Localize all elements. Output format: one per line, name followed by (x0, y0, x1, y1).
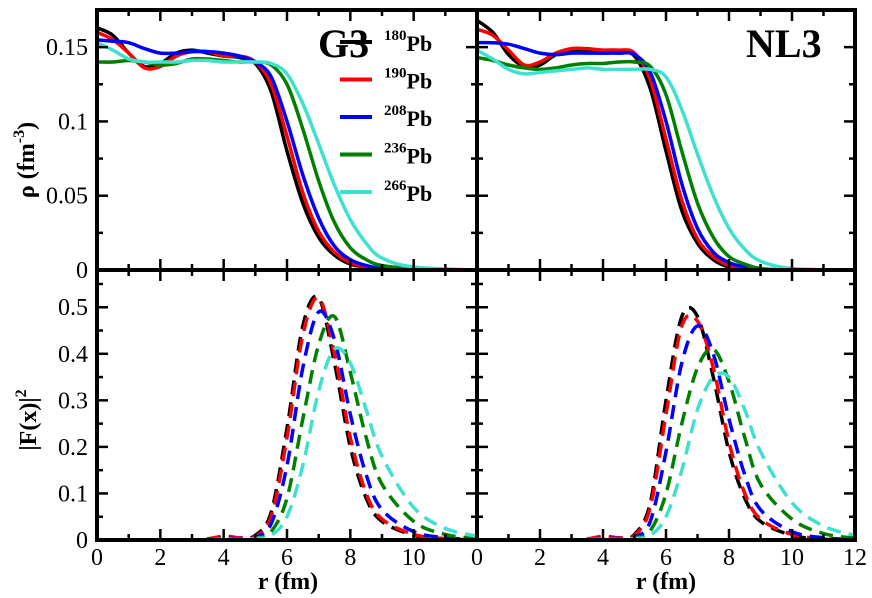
legend-label-208Pb: 208Pb (384, 103, 432, 131)
y-tick-label: 0.4 (58, 342, 88, 368)
series-line-236Pb (476, 347, 856, 542)
x-tick-label: 12 (843, 545, 867, 571)
x-axis-label-left: r (fm) (258, 569, 318, 595)
y-tick-label: 0.05 (46, 184, 88, 210)
legend-label-180Pb: 180Pb (384, 28, 432, 56)
y-axis-label-formfactor-main: |F(x)| (16, 397, 42, 450)
x-tick-label: 8 (723, 545, 735, 571)
legend-label-190Pb: 190Pb (384, 66, 432, 94)
y-axis-label-density-end: ) (14, 122, 40, 130)
panel-title-nl3: NL3 (746, 21, 822, 66)
x-tick-label: 4 (218, 545, 230, 571)
legend-label-236Pb: 236Pb (384, 141, 432, 169)
x-tick-label: 2 (534, 545, 546, 571)
y-axis-label-density-main: ρ (fm (14, 143, 40, 198)
y-tick-label: 0.3 (58, 388, 88, 414)
x-tick-label: 6 (660, 545, 672, 571)
y-axis-label-formfactor: |F(x)|2 (13, 389, 42, 450)
y-tick-label: 0.1 (58, 481, 88, 507)
series-line-266Pb (476, 48, 856, 272)
x-tick-label: 8 (344, 545, 356, 571)
x-tick-label: 0 (91, 545, 103, 571)
x-axis-label-right: r (fm) (636, 569, 696, 595)
y-tick-label: 0.15 (46, 35, 88, 61)
y-tick-label: 0 (76, 258, 88, 284)
legend-label-266Pb: 266Pb (384, 178, 432, 206)
x-tick-label: 2 (154, 545, 166, 571)
y-axis-label-density-sup: -3 (11, 130, 28, 143)
series-line-266Pb (476, 371, 856, 542)
series-line-266Pb (96, 41, 478, 272)
x-tick-label: 6 (281, 545, 293, 571)
panel-bottom-right-formfactor-nl3: 0 2 4 6 8 10 12 (471, 268, 867, 571)
y-tick-label: 0.1 (58, 109, 88, 135)
y-axis-label-density: ρ (fm-3) (11, 122, 40, 198)
x-tick-label: 10 (780, 545, 804, 571)
series-line-236Pb (476, 55, 856, 272)
series-line-208Pb (476, 40, 855, 272)
x-tick-label: 10 (402, 545, 426, 571)
y-axis-label-formfactor-sup: 2 (13, 389, 30, 397)
x-tick-label: 4 (597, 545, 609, 571)
x-tick-label: 0 (471, 545, 483, 571)
y-tick-label: 0.2 (58, 435, 88, 461)
y-tick-label: 0 (76, 528, 88, 554)
legend: 180Pb 190Pb 208Pb 236Pb 266Pb (340, 28, 432, 206)
y-tick-label: 0.5 (58, 295, 88, 321)
